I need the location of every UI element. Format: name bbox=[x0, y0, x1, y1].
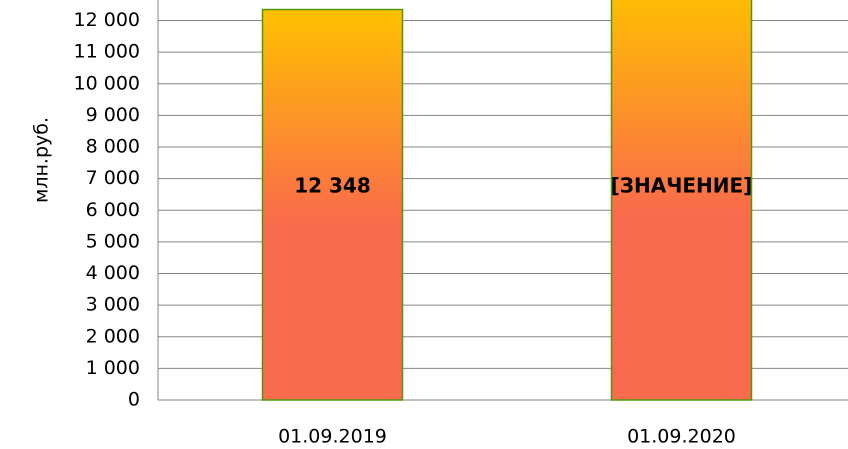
y-tick-label: 9 000 bbox=[86, 104, 140, 126]
x-tick-label: 01.09.2020 bbox=[627, 426, 736, 448]
y-tick-label: 6 000 bbox=[86, 199, 140, 221]
bars bbox=[261, 0, 753, 401]
bar bbox=[610, 0, 753, 401]
y-tick-label: 5 000 bbox=[86, 230, 140, 252]
y-tick-label: 10 000 bbox=[74, 72, 140, 94]
data-label: [ЗНАЧЕНИЕ] bbox=[610, 173, 753, 198]
y-tick-label: 12 000 bbox=[74, 9, 140, 31]
y-axis-label: млн.руб. bbox=[31, 117, 53, 203]
y-tick-label: 7 000 bbox=[86, 167, 140, 189]
y-tick-label: 3 000 bbox=[86, 294, 140, 316]
y-tick-label: 8 000 bbox=[86, 136, 140, 158]
y-tick-label: 2 000 bbox=[86, 325, 140, 347]
y-tick-label: 0 bbox=[128, 389, 140, 411]
bar bbox=[261, 8, 404, 401]
x-tick-label: 01.09.2019 bbox=[278, 426, 387, 448]
y-tick-label: 1 000 bbox=[86, 357, 140, 379]
y-tick-label: 4 000 bbox=[86, 262, 140, 284]
data-label: 12 348 bbox=[294, 173, 371, 198]
y-tick-label: 11 000 bbox=[74, 41, 140, 63]
